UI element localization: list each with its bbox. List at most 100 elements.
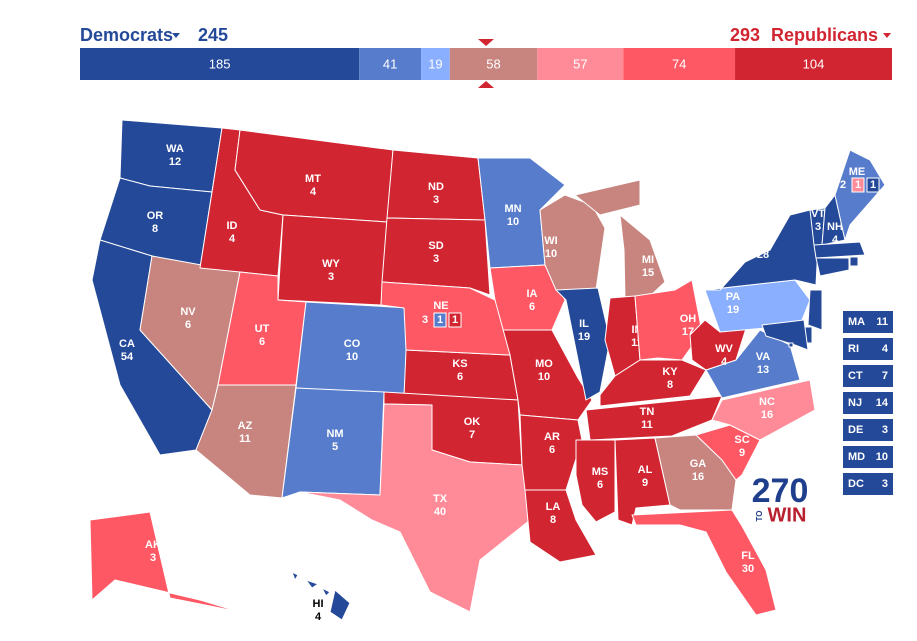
district-ev: 1 — [870, 179, 876, 191]
state-ev: 3 — [433, 253, 439, 265]
state-ev: 11 — [239, 433, 251, 445]
state-ev: 10 — [545, 248, 557, 260]
state — [524, 489, 597, 563]
state-ev: 6 — [549, 444, 555, 456]
state-ev: 19 — [578, 331, 590, 343]
state-label: AL — [638, 464, 653, 476]
state — [815, 257, 850, 277]
state — [89, 511, 241, 613]
state — [299, 403, 531, 613]
callout-ev: 3 — [882, 424, 888, 436]
bar-value: 74 — [672, 56, 686, 71]
dem-total: 245 — [198, 25, 228, 45]
state — [381, 217, 491, 296]
state-ev: 8 — [152, 223, 158, 235]
state-label: OR — [147, 210, 164, 222]
state-ev: 13 — [757, 364, 769, 376]
state-ev: 3 — [422, 314, 428, 326]
dropdown-arrow[interactable] — [883, 33, 891, 38]
state-label: WI — [544, 235, 557, 247]
callout-box — [843, 473, 893, 495]
state-ev: 16 — [692, 471, 704, 483]
state-label: AZ — [238, 420, 253, 432]
state-ev: 11 — [631, 337, 643, 349]
state-label: NH — [827, 221, 843, 233]
dem-label[interactable]: Democrats — [80, 25, 173, 45]
midpoint-marker — [478, 39, 494, 46]
state-label: MS — [592, 466, 609, 478]
logo-number: 270 — [752, 472, 809, 510]
callout-label: NJ — [848, 397, 862, 409]
state — [329, 589, 351, 621]
state-label: CO — [344, 338, 361, 350]
state-ev: 4 — [721, 356, 728, 368]
dropdown-arrow[interactable] — [172, 33, 180, 38]
state-ev: 5 — [332, 441, 338, 453]
state-label: KS — [452, 358, 467, 370]
callout-ev: 7 — [882, 370, 888, 382]
rep-total: 293 — [730, 25, 760, 45]
callout-ev: 14 — [876, 397, 889, 409]
state-label: AK — [145, 539, 161, 551]
state-label: AR — [544, 431, 560, 443]
state-label: NM — [326, 428, 343, 440]
district-box — [448, 312, 462, 328]
state-label: ND — [428, 181, 444, 193]
midpoint-marker — [478, 81, 494, 88]
state-ev: 40 — [434, 506, 446, 518]
state-part — [574, 179, 641, 216]
state — [761, 319, 809, 351]
callout-box — [843, 311, 893, 333]
bar-value: 185 — [209, 56, 231, 71]
callout-box — [843, 392, 893, 414]
state-label: PA — [726, 291, 741, 303]
district-box — [851, 177, 865, 193]
state-label: IL — [579, 318, 589, 330]
state-ev: 3 — [328, 271, 334, 283]
district-ev: 1 — [437, 314, 443, 326]
bar-segment — [421, 48, 450, 80]
state-ev: 7 — [469, 429, 475, 441]
state-ev: 19 — [727, 304, 739, 316]
small-states: MA 11 RI 4 CT 7 NJ 14 DE 3 MD 10 DC 3 — [843, 311, 893, 495]
state-ev: 9 — [739, 447, 745, 459]
state-part — [305, 579, 319, 589]
callout-box — [843, 365, 893, 387]
state — [585, 395, 723, 441]
callout-label: DC — [848, 478, 864, 490]
state — [834, 149, 886, 241]
state-ev: 15 — [642, 267, 654, 279]
callout-ev: 4 — [882, 343, 889, 355]
state-label: KY — [662, 366, 678, 378]
state — [631, 509, 777, 616]
state-label: ID — [227, 220, 238, 232]
state-label: LA — [546, 501, 561, 513]
state-label: IN — [632, 324, 643, 336]
state-label: WY — [322, 258, 340, 270]
state-ev: 4 — [832, 234, 839, 246]
state-ev: 4 — [310, 186, 317, 198]
state-label: MI — [642, 254, 654, 266]
state-label: WV — [715, 343, 733, 355]
callout-box — [843, 338, 893, 360]
state-ev: 3 — [815, 221, 821, 233]
bar-value: 41 — [383, 56, 397, 71]
state-label: NY — [755, 236, 771, 248]
callout-ev: 3 — [882, 478, 888, 490]
state-ev: 3 — [433, 194, 439, 206]
callout-label: DE — [848, 424, 863, 436]
state-label: SD — [428, 240, 443, 252]
bar-segment — [449, 48, 538, 80]
state-ev: 8 — [667, 379, 673, 391]
district-ev: 1 — [855, 179, 861, 191]
logo-to: TO — [755, 511, 764, 522]
logo-win: WIN — [768, 504, 807, 526]
state-ev: 10 — [346, 351, 358, 363]
rep-label[interactable]: Republicans — [771, 25, 878, 45]
state-label: GA — [690, 458, 707, 470]
state-part — [291, 571, 299, 581]
state — [807, 289, 823, 331]
state-label: MO — [535, 358, 553, 370]
state — [555, 287, 611, 401]
